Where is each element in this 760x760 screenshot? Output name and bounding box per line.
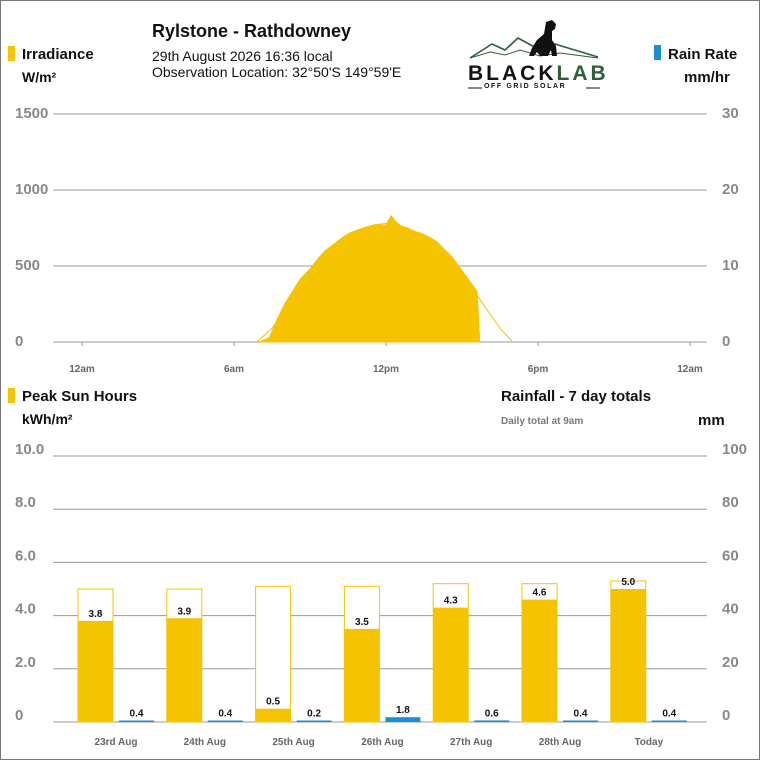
psh-bar: [610, 589, 646, 722]
bottom-x-category-label: Today: [634, 737, 663, 748]
top-right-tick-label: 30: [722, 105, 739, 122]
psh-bar: [522, 599, 557, 722]
rainfall-bar: [296, 720, 332, 722]
top-left-tick-label: 1000: [15, 181, 48, 198]
top-right-tick-label: 0: [722, 333, 730, 350]
bottom-left-tick-label: 4.0: [15, 601, 36, 618]
rainfall-bar: [474, 720, 510, 722]
rainfall-value-label: 0.4: [130, 709, 144, 720]
top-x-tick-label: 12am: [69, 364, 95, 375]
top-left-tick-label: 0: [15, 333, 23, 350]
rainfall-value-label: 0.4: [218, 709, 232, 720]
bottom-left-tick-label: 10.0: [15, 441, 44, 458]
rain-rate-legend-swatch: [654, 45, 661, 60]
rainfall-value-label: 0.6: [485, 708, 499, 719]
logo-brand-green: LAB: [556, 62, 609, 85]
bottom-x-category-label: 24th Aug: [184, 737, 226, 748]
bottom-left-tick-label: 6.0: [15, 547, 36, 564]
top-x-tick-label: 12pm: [373, 364, 399, 375]
rain-rate-legend-label: Rain Rate: [668, 46, 738, 63]
psh-value-label: 4.6: [533, 588, 547, 599]
bottom-right-tick-label: 60: [722, 547, 739, 564]
bottom-x-category-label: 23rd Aug: [95, 737, 138, 748]
bottom-right-tick-label: 100: [722, 441, 747, 458]
psh-unit: kWh/m²: [22, 411, 73, 427]
bottom-x-category-label: 25th Aug: [272, 737, 314, 748]
psh-value-label: 3.8: [89, 609, 103, 620]
irradiance-legend-swatch: [8, 46, 15, 61]
rainfall-value-label: 0.2: [307, 709, 321, 720]
irradiance-legend-label: Irradiance: [22, 46, 94, 63]
observation-location: Observation Location: 32°50'S 149°59'E: [152, 64, 402, 80]
bottom-right-tick-label: 20: [722, 654, 739, 671]
top-x-tick-label: 12am: [677, 364, 703, 375]
rainfall-value-label: 0.4: [574, 709, 588, 720]
psh-value-label: 4.3: [444, 596, 458, 607]
bottom-left-tick-label: 0: [15, 707, 23, 724]
logo-wordmark: BLACKLAB: [468, 62, 609, 86]
bottom-left-tick-label: 2.0: [15, 654, 36, 671]
psh-value-label: 3.9: [177, 606, 191, 617]
rainfall-unit: mm: [698, 412, 725, 429]
psh-bar: [255, 708, 291, 722]
clear-sky-line: [256, 222, 514, 343]
irradiance-area: [259, 214, 481, 343]
psh-potential-bar: [255, 585, 292, 723]
top-x-tick-label: 6pm: [528, 364, 549, 375]
irradiance-unit: W/m²: [22, 69, 57, 85]
bottom-right-tick-label: 80: [722, 494, 739, 511]
bottom-left-tick-label: 8.0: [15, 494, 36, 511]
rainfall-value-label: 1.8: [396, 705, 410, 716]
top-left-tick-label: 1500: [15, 105, 48, 122]
rainfall-bar: [385, 717, 421, 722]
logo-tagline: OFF GRID SOLAR: [484, 83, 567, 90]
observation-datetime: 29th August 2026 16:36 local: [152, 48, 333, 64]
rainfall-subtitle: Daily total at 9am: [501, 416, 584, 427]
bottom-right-tick-label: 40: [722, 601, 739, 618]
psh-bar: [166, 618, 202, 722]
bottom-right-tick-label: 0: [722, 707, 730, 724]
psh-legend-swatch: [8, 388, 15, 403]
psh-bar: [344, 628, 380, 722]
psh-value-label: 0.5: [266, 697, 280, 708]
rainfall-title: Rainfall - 7 day totals: [501, 388, 652, 405]
rainfall-bar: [563, 720, 598, 722]
logo-brand-black: BLACK: [468, 62, 557, 85]
top-left-tick-label: 500: [15, 257, 40, 274]
top-right-tick-label: 20: [722, 181, 739, 198]
top-x-tick-label: 6am: [224, 364, 244, 375]
rainfall-bar: [119, 720, 154, 722]
rain-rate-unit: mm/hr: [684, 69, 730, 86]
psh-value-label: 5.0: [621, 577, 635, 588]
rainfall-value-label: 0.4: [662, 709, 676, 720]
bottom-x-category-label: 27th Aug: [450, 737, 492, 748]
rainfall-bar: [207, 720, 243, 722]
bottom-x-category-label: 26th Aug: [361, 737, 403, 748]
top-right-tick-label: 10: [722, 257, 739, 274]
psh-bar: [78, 620, 113, 722]
psh-value-label: 3.5: [355, 617, 369, 628]
psh-bar: [433, 607, 469, 722]
bottom-x-category-label: 28th Aug: [539, 737, 581, 748]
rainfall-bar: [651, 720, 687, 722]
page-title: Rylstone - Rathdowney: [152, 21, 352, 41]
psh-legend-label: Peak Sun Hours: [22, 388, 138, 405]
